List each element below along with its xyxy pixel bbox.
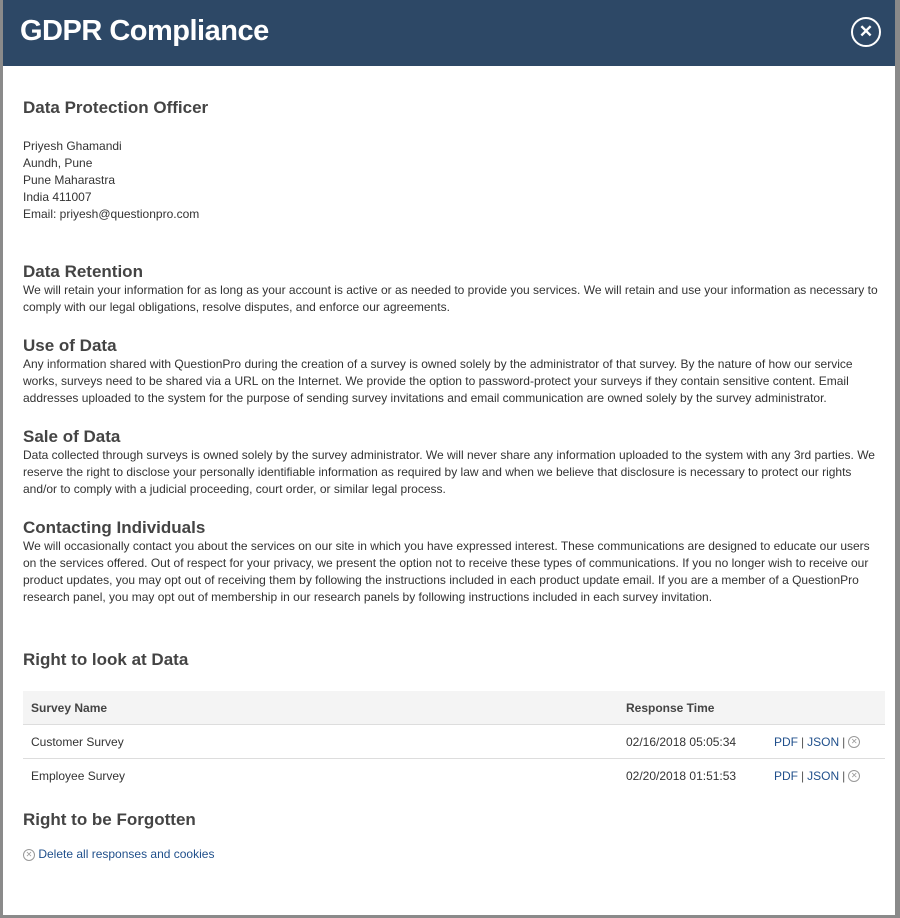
section-heading: Right to be Forgotten [23,810,196,829]
pdf-link[interactable]: PDF [774,768,798,783]
sale-of-data-section: Sale of Data Data collected through surv… [23,427,885,498]
delete-all-link[interactable]: Delete all responses and cookies [38,847,215,861]
section-heading: Use of Data [23,336,117,355]
dpo-address: Aundh, Pune [23,156,93,170]
section-heading: Contacting Individuals [23,518,206,537]
table-row: Employee Survey 02/20/2018 01:51:53 PDF |… [23,759,885,793]
json-link[interactable]: JSON [807,734,840,749]
delete-icon: ✕ [23,848,35,861]
column-header: Response Time [618,691,766,725]
responses-table: Survey Name Response Time Customer Surve… [23,691,885,792]
response-time: 02/16/2018 05:05:34 [618,724,766,759]
section-heading: Sale of Data [23,427,121,446]
dpo-email: Email: priyesh@questionpro.com [23,207,200,221]
contacting-section: Contacting Individuals We will occasiona… [23,518,885,606]
dpo-section: Data Protection Officer Priyesh Ghamandi… [23,98,208,223]
json-link[interactable]: JSON [807,768,840,783]
section-heading: Data Retention [23,262,143,281]
section-text: We will retain your information for as l… [23,283,878,314]
table-row: Customer Survey 02/16/2018 05:05:34 PDF |… [23,724,885,759]
dpo-name: Priyesh Ghamandi [23,139,122,153]
close-icon[interactable]: ✕ [851,17,881,47]
survey-name: Employee Survey [31,768,126,783]
use-of-data-section: Use of Data Any information shared with … [23,336,885,407]
right-to-look-section: Right to look at Data Survey Name Respon… [23,650,885,792]
response-time: 02/20/2018 01:51:53 [626,768,737,783]
section-text: Any information shared with QuestionPro … [23,357,853,405]
gdpr-modal: GDPR Compliance ✕ Data Protection Office… [3,0,895,915]
modal-title: GDPR Compliance [20,15,269,47]
section-heading: Data Protection Officer [23,98,209,117]
pdf-link[interactable]: PDF [774,734,798,749]
survey-name: Customer Survey [23,724,618,759]
right-to-be-forgotten-section: Right to be Forgotten ✕ Delete all respo… [23,810,885,861]
dpo-address: India 411007 [23,190,92,204]
actions-header [766,691,885,725]
delete-icon[interactable]: ✕ [848,736,861,749]
dpo-address: Pune Maharastra [23,173,116,187]
column-header: Survey Name [23,691,618,725]
section-text: We will occasionally contact you about t… [23,539,870,604]
modal-header: GDPR Compliance ✕ [3,0,895,66]
data-retention-section: Data Retention We will retain your infor… [23,262,885,316]
delete-icon[interactable]: ✕ [848,770,861,783]
section-text: Data collected through surveys is owned … [23,448,875,496]
section-heading: Right to look at Data [23,650,189,669]
